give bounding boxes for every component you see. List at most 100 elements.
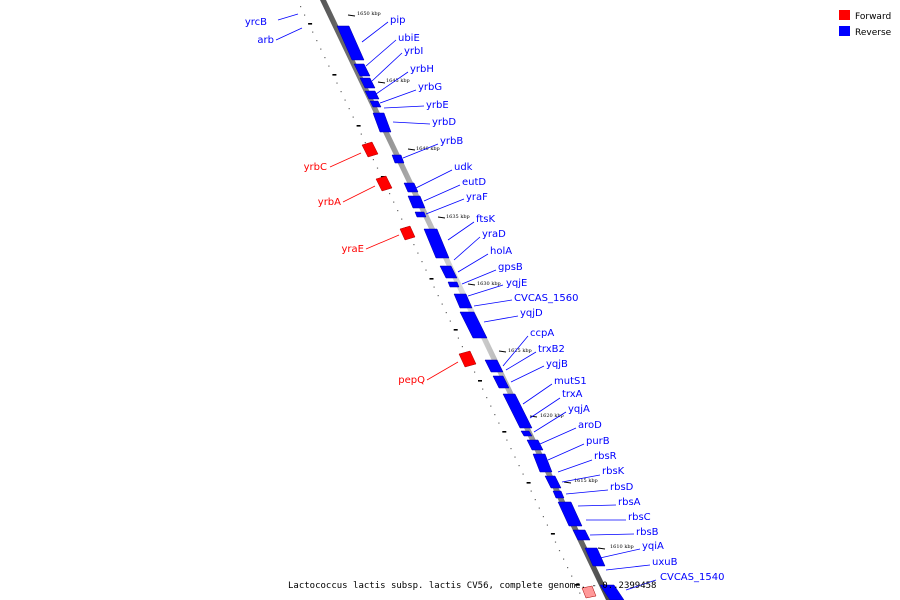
gene-label[interactable]: rbsA [618,497,641,508]
gene-label[interactable]: gpsB [498,262,523,273]
guide-dot [308,23,313,25]
gene-label[interactable]: aroD [578,420,602,431]
gene-label[interactable]: yrbH [410,64,434,75]
guide-dot [486,397,488,399]
gene-label[interactable]: rbsC [628,512,651,523]
gene-label[interactable]: yrbG [418,82,442,93]
gene-label[interactable]: mutS1 [554,376,587,387]
gene-block[interactable] [336,25,365,61]
guide-dot [530,490,532,492]
scale-tick-label: 1650 kbp [357,11,381,17]
gene-label[interactable]: arb [257,35,274,46]
gene-label[interactable]: purB [586,436,610,447]
gene-block[interactable] [369,100,382,108]
gene-label[interactable]: yrbB [440,136,463,147]
guide-dot [482,388,484,390]
gene-block[interactable] [375,175,393,192]
guide-dot [546,524,548,526]
guide-dot [372,159,374,161]
scale-tick: 1645 kbp [377,78,410,84]
guide-dot [567,567,569,569]
gene-label[interactable]: rbsD [610,482,634,493]
gene-block[interactable] [403,182,419,193]
gene-label[interactable]: trxB2 [538,344,565,355]
gene-block[interactable] [391,154,405,164]
gene-block[interactable] [572,529,591,541]
gene-label[interactable]: pepQ [398,375,425,386]
guide-dot [579,592,581,594]
guide-dot [554,541,557,543]
gene-block[interactable] [459,311,488,339]
gene-block[interactable] [439,265,458,279]
gene-block[interactable] [532,453,553,473]
gene-label[interactable]: yrbD [432,117,456,128]
gene-label[interactable]: ftsK [476,214,495,225]
scale-tick: 1650 kbp [347,11,381,17]
gene-label[interactable]: yqjB [546,359,568,370]
gene-label[interactable]: ubiE [398,33,420,44]
reverse-gene-blocks [336,25,625,600]
gene-label[interactable]: eutD [462,177,486,188]
gene-label[interactable]: yrbE [426,100,449,111]
gene-block[interactable] [423,228,450,259]
guide-dot [344,99,346,101]
guide-dot [453,329,458,331]
gene-block[interactable] [502,393,533,429]
scale-tick: 1635 kbp [437,214,470,220]
gene-label[interactable]: yrcB [245,17,267,28]
scale-tick-label: 1610 kbp [610,544,634,550]
guide-dot [348,108,350,110]
scale-tick: 1610 kbp [597,544,634,550]
gene-label[interactable]: yqjD [520,308,543,319]
scale-tick: 1640 kbp [407,146,440,152]
gene-label[interactable]: ccpA [530,328,554,339]
gene-label[interactable]: rbsR [594,451,617,462]
gene-label[interactable]: yrbI [404,46,423,57]
gene-label[interactable]: pip [390,15,405,26]
gene-block[interactable] [484,359,504,373]
gene-label[interactable]: yraF [466,192,488,203]
gene-block[interactable] [359,77,376,89]
gene-block[interactable] [407,195,426,209]
gene-block[interactable] [526,439,544,451]
gene-label[interactable]: rbsK [602,466,625,477]
gene-block[interactable] [599,584,625,600]
gene-label[interactable]: trxA [562,389,583,400]
guide-dot [401,218,403,220]
gene-label[interactable]: yrbC [304,162,327,173]
gene-block[interactable] [520,430,533,437]
gene-block[interactable] [414,211,427,218]
gene-label[interactable]: yraE [342,244,364,255]
genome-caption: Lactococcus lactis subsp. lactis CV56, c… [288,581,656,591]
gene-label[interactable]: yraD [482,229,506,240]
gene-label[interactable]: CVCAS_1560 [514,293,578,304]
gene-label[interactable]: yqiA [642,541,664,552]
gene-block[interactable] [453,293,473,309]
guide-dot [571,575,573,577]
gene-block[interactable] [557,501,583,527]
gene-label[interactable]: rbsB [636,527,659,538]
guide-dot [393,201,395,203]
gene-block[interactable] [361,141,379,158]
gene-block[interactable] [458,350,477,368]
gene-label[interactable]: udk [454,162,473,173]
gene-block[interactable] [447,281,460,288]
legend: Forward Reverse [839,10,892,38]
gene-label[interactable]: yqjA [568,404,590,415]
gene-block[interactable] [552,490,565,499]
gene-label[interactable]: yqjE [506,278,527,289]
gene-block[interactable] [492,375,510,389]
scale-tick-label: 1635 kbp [446,214,470,220]
gene-block[interactable] [399,225,416,241]
gene-block[interactable] [353,63,371,77]
gene-block[interactable] [544,475,562,489]
gene-label[interactable]: CVCAS_1540 [660,572,724,583]
gene-block[interactable] [372,112,392,133]
gene-block[interactable] [584,547,606,567]
gene-label[interactable]: uxuB [652,557,678,568]
gene-block[interactable] [581,585,597,599]
gene-block[interactable] [364,90,380,100]
gene-label[interactable]: holA [490,246,512,257]
gene-label[interactable]: yrbA [318,197,341,208]
guide-dot [457,337,459,339]
